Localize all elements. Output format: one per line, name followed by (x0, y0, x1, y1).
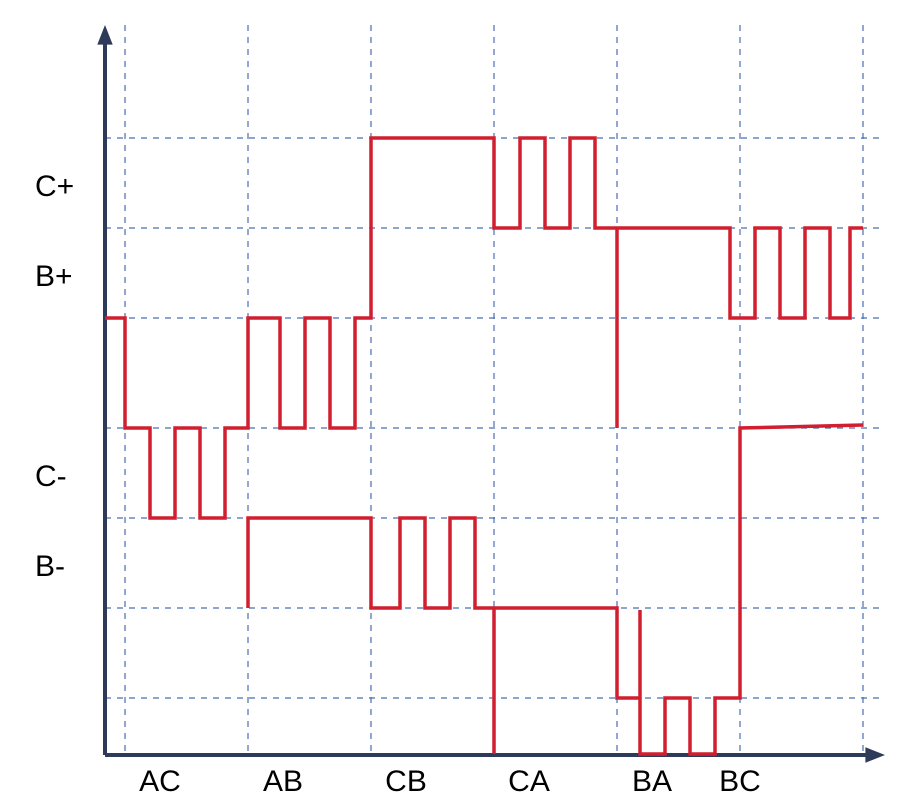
x-axis-label: AC (139, 765, 181, 798)
x-axis-label: CA (508, 765, 550, 798)
y-axis-label: B+ (35, 260, 73, 293)
x-axis-label: BC (719, 765, 761, 798)
y-axis-label: B- (35, 550, 65, 583)
y-axis-label: C- (35, 460, 67, 493)
y-axis-label: C+ (35, 170, 74, 203)
chart-svg: C+ B+ C- B- AC AB CB CA BA BC (0, 0, 905, 810)
waveform-chart: C+ B+ C- B- AC AB CB CA BA BC (0, 0, 905, 810)
x-axis-label: BA (632, 765, 672, 798)
x-axis-label: CB (385, 765, 427, 798)
x-axis-label: AB (263, 765, 303, 798)
